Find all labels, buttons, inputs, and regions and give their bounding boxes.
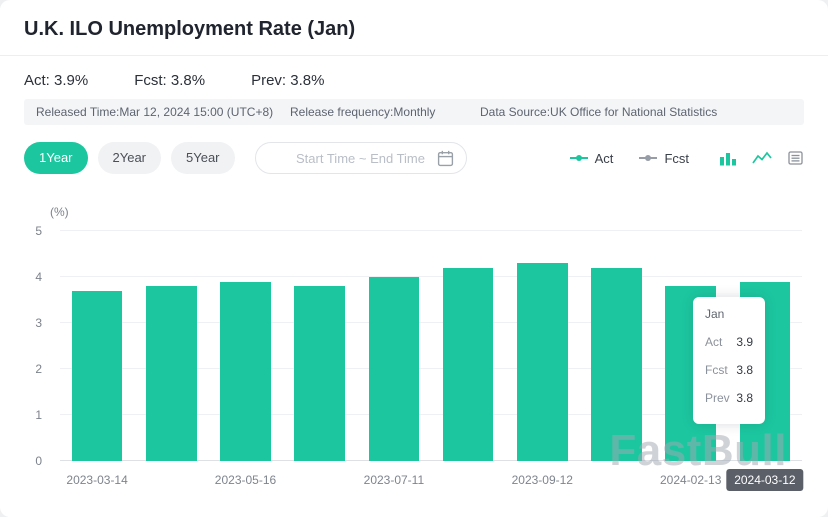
tooltip-row-prev: Prev 3.8 [705,391,753,405]
actual-value: Act: 3.9% [24,72,89,89]
bar[interactable] [517,263,568,461]
page-title: U.K. ILO Unemployment Rate (Jan) [24,18,356,40]
x-tick-label: 2023-03-14 [66,473,128,487]
date-range-picker[interactable]: Start Time ~ End Time [254,142,467,174]
gridline [60,414,802,415]
bar[interactable] [146,286,197,461]
range-button-2year[interactable]: 2Year [97,142,161,174]
highlighted-x-label: 2024-03-12 [726,469,804,491]
forecast-value: Fcst: 3.8% [134,72,206,89]
act-series-marker [569,154,588,162]
stats-row: Act: 3.9% Fcst: 3.8% Prev: 3.8% [0,56,828,99]
data-table-icon[interactable] [787,150,804,166]
tooltip-period: Jan [705,307,725,321]
bar[interactable] [71,290,123,461]
tooltip-row-act: Act 3.9 [705,335,753,349]
legend-label-fcst: Fcst [664,150,689,166]
release-frequency: Release frequency:Monthly [290,105,436,119]
released-time: Released Time:Mar 12, 2024 15:00 (UTC+8) [36,105,274,119]
y-tick-label: 2 [35,362,42,376]
bar[interactable] [442,267,494,461]
bar[interactable] [591,267,642,461]
bar[interactable] [368,277,420,461]
fcst-series-marker [639,154,658,162]
previous-value: Prev: 3.8% [251,72,325,89]
y-axis-unit-label: (%) [50,205,69,219]
calendar-icon[interactable] [437,150,454,167]
gridline [60,368,802,369]
y-tick-label: 4 [35,270,42,284]
range-button-1year[interactable]: 1Year [24,142,88,174]
chart-controls: 1Year 2Year 5Year Start Time ~ End Time [24,141,804,175]
tooltip-value: 3.8 [736,363,753,377]
y-tick-label: 5 [35,224,42,238]
date-range-placeholder: Start Time ~ End Time [296,150,425,166]
tooltip-value: 3.8 [736,391,753,405]
y-tick-label: 0 [35,454,42,468]
gridline [60,460,802,461]
chart-tooltip: Jan Act 3.9 Fcst 3.8 Prev 3.8 [693,297,765,424]
gridline [60,230,802,231]
legend-item-act[interactable]: Act [569,150,614,166]
y-tick-label: 3 [35,316,42,330]
x-tick-label: 2024-02-13 [659,473,722,487]
chart: (%) 0 1 2 3 4 5 2023-03-14 2023-05-16 2023-07-1… [0,185,828,512]
tooltip-label: Prev [705,391,730,405]
data-source: Data Source:UK Office for National Stati… [480,105,718,119]
gridline [60,322,802,323]
range-button-5year[interactable]: 5Year [171,142,235,174]
legend-label-act: Act [594,150,614,166]
tooltip-value: 3.9 [736,335,753,349]
bar[interactable] [294,286,345,461]
plot-area[interactable] [60,230,802,461]
tooltip-label: Act [705,335,723,349]
line-chart-icon[interactable] [752,150,772,166]
chart-legend: Act Fcst [569,150,689,166]
y-axis: 0 1 2 3 4 5 [0,224,52,468]
tooltip-label: Fcst [705,363,728,377]
x-tick-label: 2023-07-11 [363,473,425,487]
x-axis: 2023-03-14 2023-05-16 2023-07-11 2023-09-12… [60,469,804,495]
gridline [60,276,802,277]
header: U.K. ILO Unemployment Rate (Jan) [0,0,828,56]
x-tick-label: 2023-09-12 [511,473,573,487]
legend-item-fcst[interactable]: Fcst [639,151,689,166]
y-tick-label: 1 [35,408,42,422]
tooltip-row-fcst: Fcst 3.8 [705,363,753,377]
info-bar: Released Time:Mar 12, 2024 15:00 (UTC+8)… [24,99,804,125]
bar-chart-icon[interactable] [719,150,737,166]
bar[interactable] [220,281,271,461]
x-tick-label: 2023-05-16 [214,473,277,487]
chart-type-switcher [719,150,804,166]
